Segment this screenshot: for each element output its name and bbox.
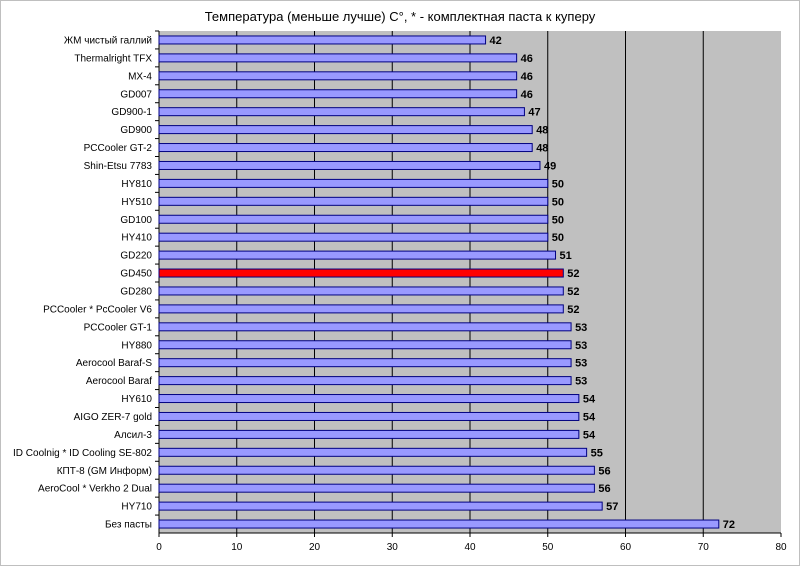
category-label: PCCooler GT-2 — [84, 143, 153, 154]
bar — [158, 53, 518, 63]
data-label: 51 — [560, 250, 572, 262]
category-label: GD100 — [120, 215, 152, 226]
category-label: HY610 — [121, 394, 152, 405]
x-tick-label: 40 — [464, 542, 476, 553]
category-label: AeroCool * Verkho 2 Dual — [38, 484, 152, 495]
bar — [158, 394, 580, 404]
x-tick-label: 70 — [698, 542, 710, 553]
bar — [158, 322, 572, 332]
bar — [158, 429, 580, 439]
category-label: GD900 — [120, 125, 152, 136]
bar — [158, 501, 603, 511]
data-label: 52 — [567, 268, 579, 280]
data-label: 49 — [544, 160, 556, 172]
bar — [158, 35, 487, 45]
category-label: PCCooler GT-1 — [84, 322, 153, 333]
category-label: Алсил-3 — [114, 430, 152, 441]
data-label: 53 — [575, 340, 587, 352]
x-tick-label: 20 — [309, 542, 321, 553]
data-label: 42 — [490, 35, 502, 47]
bar — [158, 447, 588, 457]
category-label: Без пасты — [105, 520, 152, 531]
bar — [158, 340, 572, 350]
data-label: 72 — [723, 519, 735, 531]
data-label: 50 — [552, 196, 564, 208]
category-label: HY410 — [121, 233, 152, 244]
data-label: 46 — [521, 71, 533, 83]
category-label: Thermalright TFX — [74, 53, 152, 64]
bar — [158, 483, 595, 493]
category-label: HY810 — [121, 179, 152, 190]
category-label: GD007 — [120, 89, 152, 100]
category-label: КПТ-8 (GM Информ) — [57, 465, 152, 477]
x-tick-label: 10 — [231, 542, 243, 553]
bar — [158, 71, 518, 81]
x-tick-label: 0 — [156, 542, 162, 553]
data-label: 46 — [521, 89, 533, 101]
data-label: 56 — [598, 483, 610, 495]
bar — [158, 250, 557, 260]
category-label: Aerocool Baraf-S — [76, 358, 152, 369]
category-label: PCCooler * PcCooler V6 — [43, 304, 152, 315]
data-label: 52 — [567, 286, 579, 298]
data-label: 52 — [567, 304, 579, 316]
data-label: 47 — [528, 107, 540, 119]
category-label: HY710 — [121, 502, 152, 513]
category-label: HY880 — [121, 340, 152, 351]
bar — [158, 178, 549, 188]
data-label: 48 — [536, 143, 548, 155]
bar-highlighted — [158, 268, 564, 278]
bar — [158, 376, 572, 386]
x-tick-label: 50 — [542, 542, 554, 553]
chart-title: Температура (меньше лучше) C°, * - компл… — [204, 9, 596, 24]
category-label: ЖМ чистый галлий — [64, 35, 152, 46]
data-label: 46 — [521, 53, 533, 65]
bar — [158, 160, 541, 170]
category-label: HY510 — [121, 197, 152, 208]
category-label: Aerocool Baraf — [86, 376, 152, 387]
bar — [158, 304, 564, 314]
bar — [158, 411, 580, 421]
bar — [158, 465, 595, 475]
bar — [158, 125, 533, 135]
data-label: 54 — [583, 394, 596, 406]
category-label: AIGO ZER-7 gold — [74, 412, 152, 423]
category-label: GD220 — [120, 251, 152, 262]
category-label: GD280 — [120, 286, 152, 297]
bar — [158, 107, 525, 117]
data-label: 55 — [591, 447, 603, 459]
data-label: 53 — [575, 322, 587, 334]
data-label: 53 — [575, 376, 587, 388]
data-label: 54 — [583, 429, 596, 441]
bar — [158, 89, 518, 99]
data-label: 48 — [536, 125, 548, 137]
data-label: 53 — [575, 358, 587, 370]
data-label: 54 — [583, 411, 596, 423]
category-label: ID Coolnig * ID Cooling SE-802 — [13, 448, 152, 459]
category-label: Shin-Etsu 7783 — [84, 161, 153, 172]
bar — [158, 286, 564, 296]
x-tick-label: 80 — [775, 542, 787, 553]
bar — [158, 214, 549, 224]
category-label: GD900-1 — [111, 107, 152, 118]
bar — [158, 232, 549, 242]
x-tick-label: 30 — [387, 542, 399, 553]
data-label: 50 — [552, 232, 564, 244]
bar — [158, 358, 572, 368]
data-label: 50 — [552, 214, 564, 226]
data-label: 50 — [552, 178, 564, 190]
category-label: GD450 — [120, 269, 152, 280]
bar — [158, 196, 549, 206]
x-tick-label: 60 — [620, 542, 632, 553]
bar — [158, 519, 720, 529]
data-label: 56 — [598, 465, 610, 477]
data-label: 57 — [606, 501, 618, 513]
bar — [158, 143, 533, 153]
category-label: MX-4 — [128, 71, 152, 82]
